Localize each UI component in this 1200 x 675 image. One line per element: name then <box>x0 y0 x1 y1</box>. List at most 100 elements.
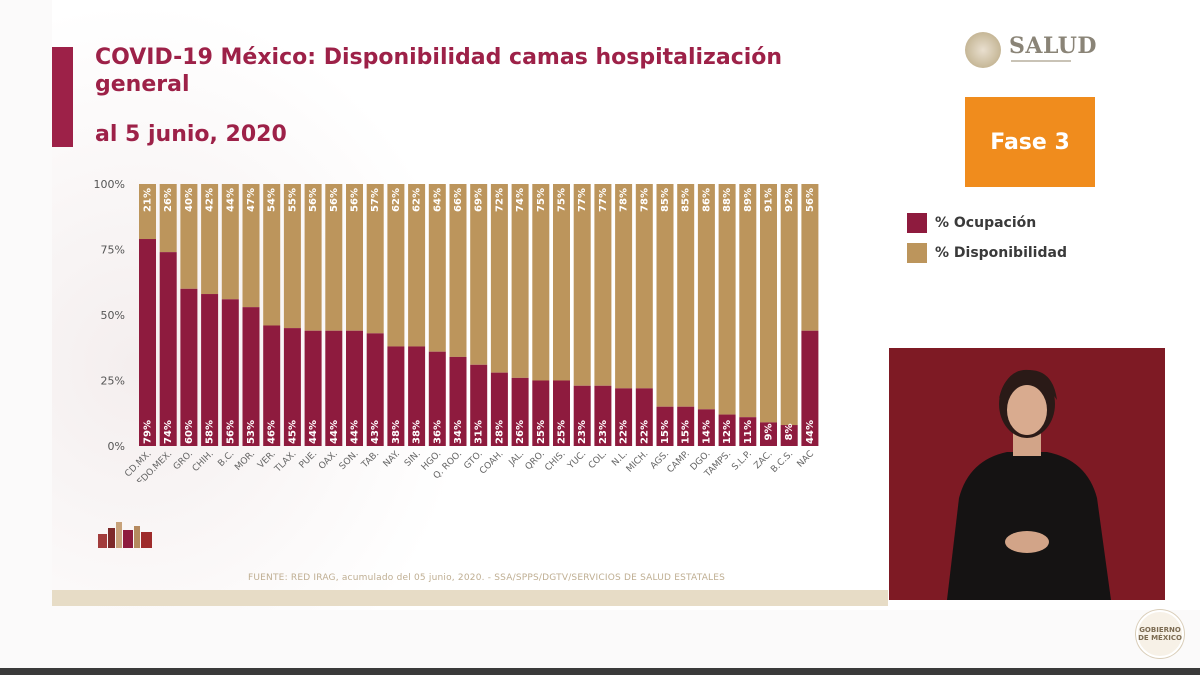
bar-occupancy <box>387 346 405 446</box>
data-label-occupancy: 28% <box>494 420 505 444</box>
bar-occupancy <box>304 330 322 446</box>
bar-occupancy <box>325 330 343 446</box>
data-label-availability: 21% <box>143 188 154 212</box>
bar-availability <box>387 184 405 347</box>
bar-availability <box>677 184 695 407</box>
bar-occupancy <box>677 406 695 446</box>
bar-availability <box>594 184 612 386</box>
legend-item-occupancy: % Ocupación <box>907 208 1067 238</box>
data-label-occupancy: 23% <box>598 420 609 444</box>
data-label-occupancy: 11% <box>743 420 754 444</box>
bar-availability <box>201 184 219 295</box>
data-label-availability: 78% <box>619 188 630 212</box>
data-label-availability: 89% <box>743 188 754 212</box>
data-label-availability: 42% <box>205 188 216 212</box>
data-label-occupancy: 60% <box>184 420 195 444</box>
legend-label-availability: % Disponibilidad <box>935 245 1067 261</box>
bar-availability <box>221 184 239 300</box>
bar-availability <box>159 184 177 253</box>
bar-occupancy <box>594 385 612 446</box>
bar-availability <box>139 184 156 240</box>
bar-occupancy <box>221 299 239 446</box>
data-label-occupancy: 25% <box>557 420 568 444</box>
government-seal-icon: GOBIERNO DE MÉXICO <box>1136 610 1184 658</box>
city-illustration-icon <box>98 522 152 548</box>
bar-occupancy <box>180 288 198 446</box>
bar-occupancy <box>408 346 426 446</box>
bar-availability <box>511 184 529 378</box>
bar-availability <box>532 184 550 381</box>
footer-band <box>52 590 888 606</box>
data-label-availability: 44% <box>225 188 236 212</box>
data-label-availability: 85% <box>681 188 692 212</box>
data-label-availability: 54% <box>267 188 278 212</box>
source-note: FUENTE: RED IRAG, acumulado del 05 junio… <box>248 573 726 583</box>
bar-occupancy <box>242 307 260 446</box>
screen-bottom-edge <box>0 668 1200 675</box>
bar-availability <box>242 184 260 308</box>
data-label-availability: 77% <box>577 188 588 212</box>
bar-availability <box>490 184 508 373</box>
x-tick-label: CHIH. <box>191 449 216 474</box>
x-tick-label: MICH. <box>625 449 651 475</box>
bar-availability <box>346 184 363 331</box>
bar-occupancy <box>511 377 529 446</box>
bar-availability <box>780 184 798 426</box>
data-label-availability: 75% <box>536 188 547 212</box>
sign-language-interpreter-video <box>889 348 1165 600</box>
data-label-availability: 56% <box>308 188 319 212</box>
x-tick-label: COL. <box>587 449 609 471</box>
bar-occupancy <box>263 325 281 446</box>
x-tick-label: SON. <box>338 449 361 472</box>
bar-availability <box>325 184 343 331</box>
data-label-availability: 64% <box>432 188 443 212</box>
national-seal-icon <box>965 32 1001 68</box>
data-label-occupancy: 44% <box>308 420 319 444</box>
data-label-occupancy: 14% <box>701 420 712 444</box>
bar-occupancy <box>573 385 591 446</box>
bar-availability <box>553 184 570 381</box>
data-label-occupancy: 38% <box>412 420 423 444</box>
x-tick-label: B.C.S. <box>769 449 795 475</box>
data-label-availability: 62% <box>391 188 402 212</box>
bar-occupancy <box>449 356 467 446</box>
bar-availability <box>366 184 384 334</box>
bar-availability <box>408 184 426 347</box>
title-accent-bar <box>52 47 73 147</box>
data-label-occupancy: 44% <box>805 420 816 444</box>
data-label-availability: 56% <box>805 188 816 212</box>
data-label-availability: 86% <box>701 188 712 212</box>
data-label-availability: 75% <box>557 188 568 212</box>
bar-availability <box>470 184 488 365</box>
bar-occupancy <box>159 252 177 446</box>
bar-availability <box>573 184 591 386</box>
bar-availability <box>180 184 198 289</box>
data-label-occupancy: 22% <box>619 420 630 444</box>
bar-occupancy <box>139 239 156 446</box>
data-label-availability: 72% <box>494 188 505 212</box>
bar-availability <box>656 184 674 407</box>
bar-occupancy <box>656 406 674 446</box>
bar-availability <box>635 184 653 389</box>
legend-swatch-availability <box>907 243 927 263</box>
data-label-occupancy: 44% <box>350 420 361 444</box>
data-label-occupancy: 31% <box>474 420 485 444</box>
bar-occupancy <box>490 372 508 446</box>
x-tick-label: QRO. <box>524 449 547 472</box>
x-tick-label: COAH. <box>478 449 505 476</box>
logo-subtext-line <box>1011 60 1071 62</box>
bar-occupancy <box>470 364 488 446</box>
data-label-occupancy: 74% <box>163 420 174 444</box>
chart-subtitle: al 5 junio, 2020 <box>95 122 287 147</box>
data-label-occupancy: 23% <box>577 420 588 444</box>
bar-occupancy <box>760 422 777 446</box>
salud-logo: SALUD <box>965 30 1105 72</box>
phase-badge: Fase 3 <box>965 97 1095 187</box>
data-label-availability: 88% <box>722 188 733 212</box>
data-label-availability: 78% <box>639 188 650 212</box>
bar-occupancy <box>366 333 384 446</box>
data-label-availability: 85% <box>660 188 671 212</box>
data-label-availability: 56% <box>329 188 340 212</box>
data-label-availability: 55% <box>287 188 298 212</box>
data-label-occupancy: 58% <box>205 420 216 444</box>
